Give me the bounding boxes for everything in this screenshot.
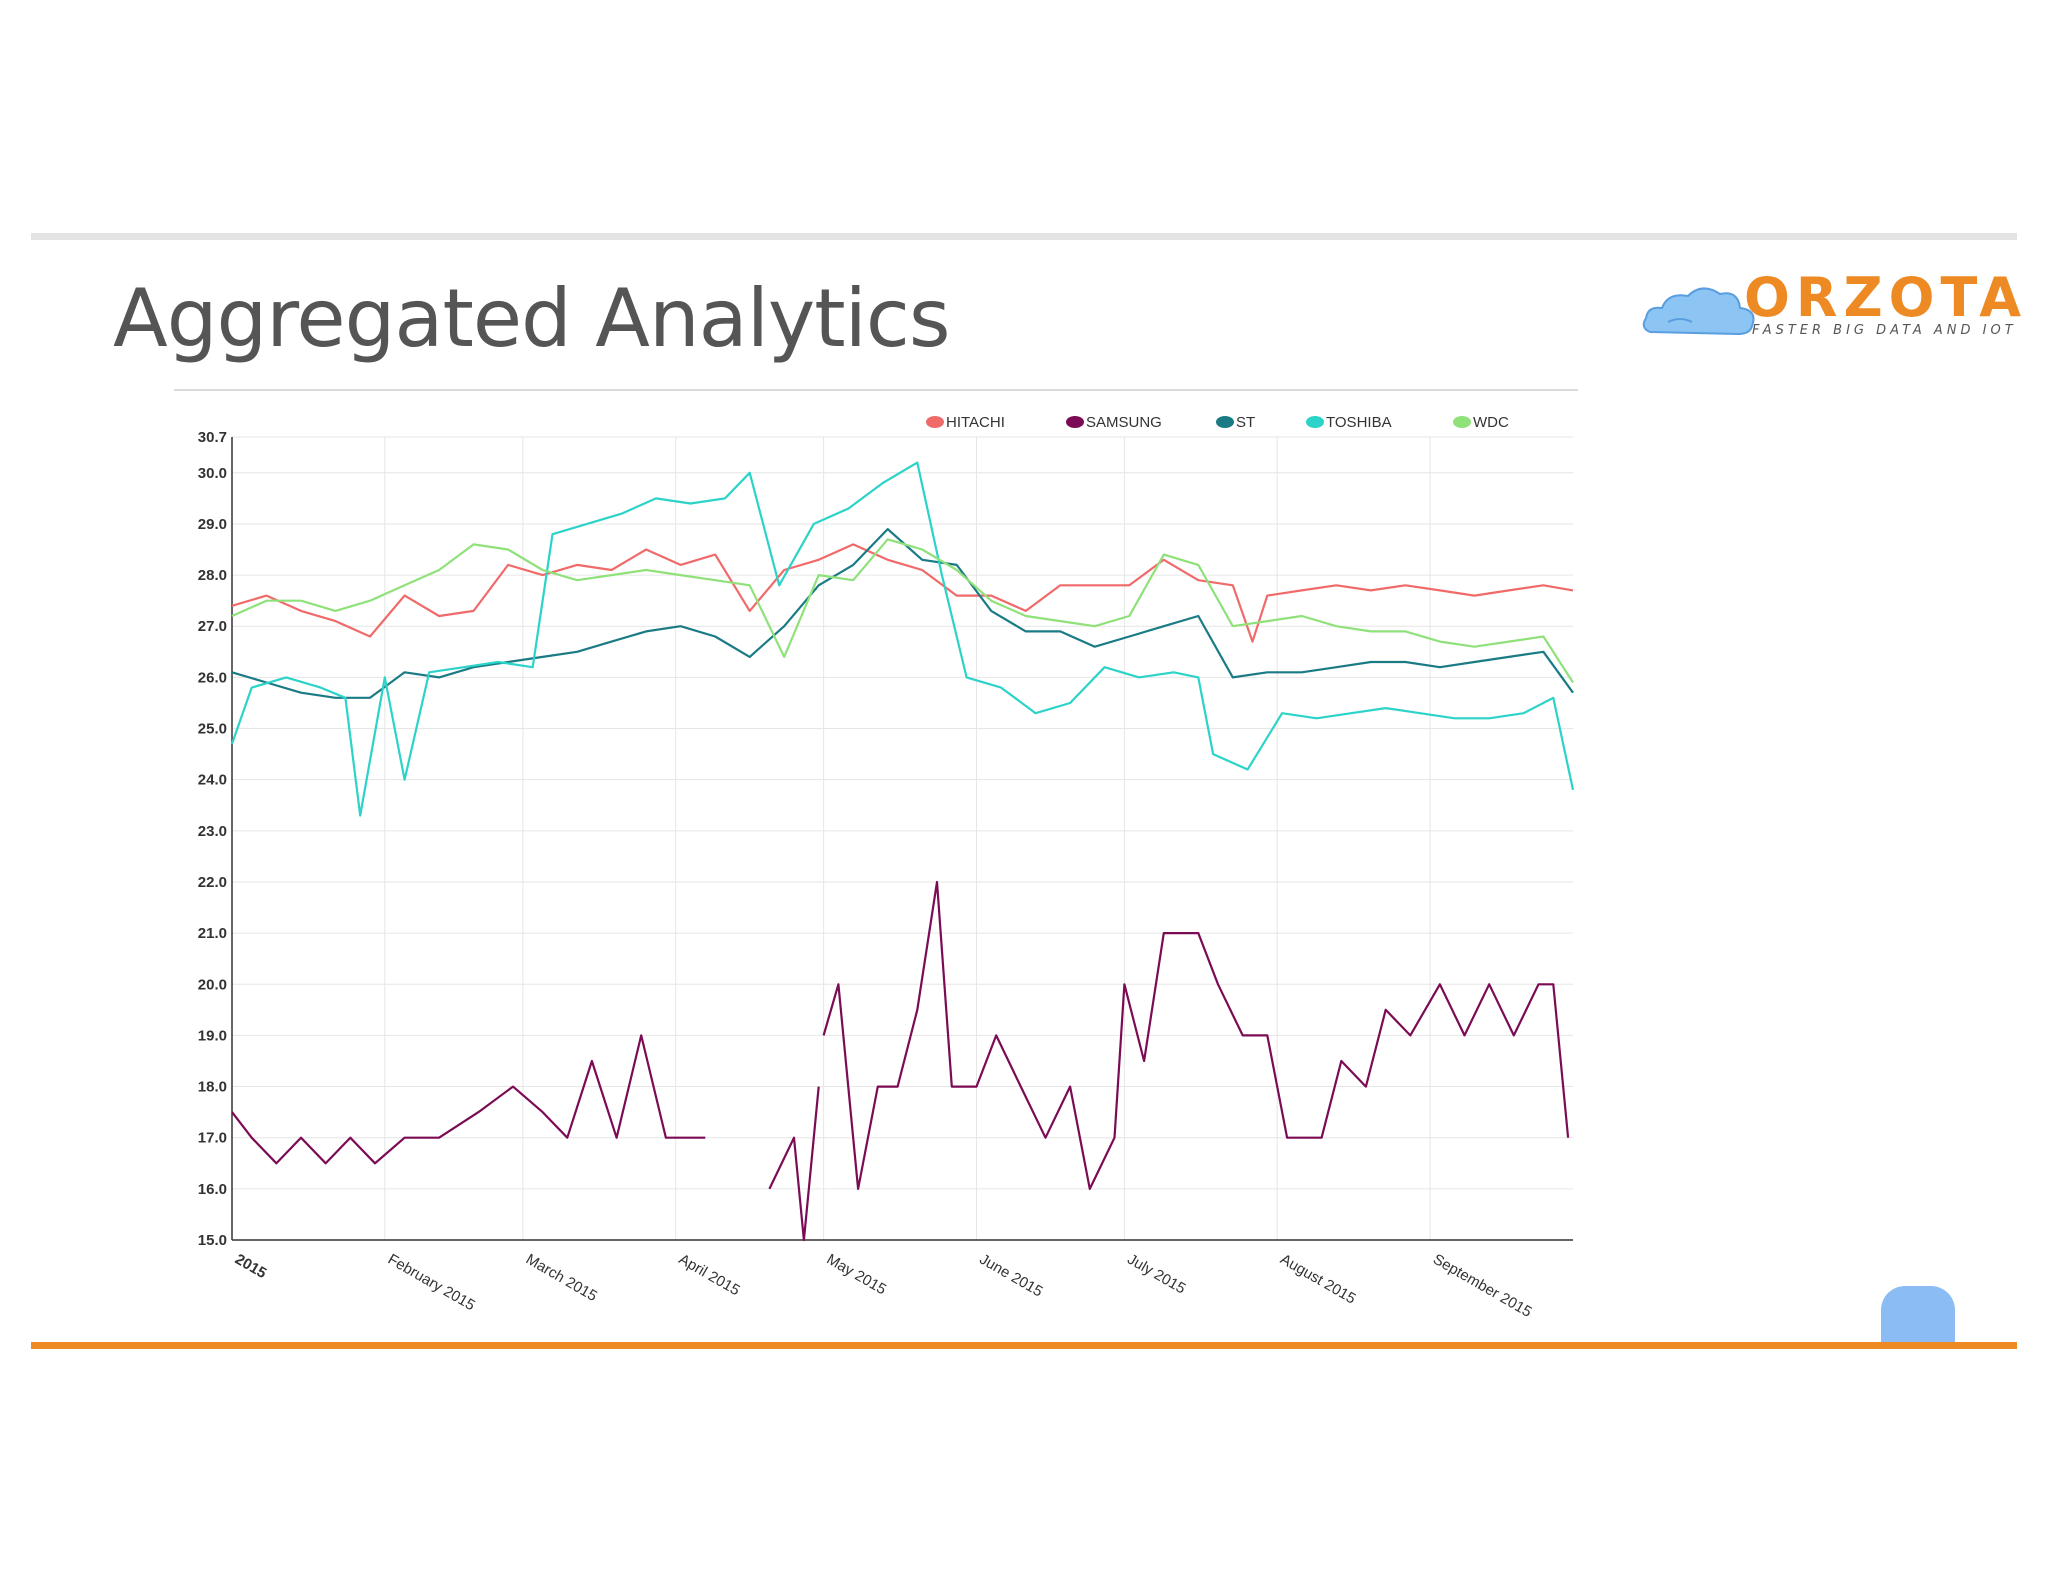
legend-label-toshiba: TOSHIBA [1326, 414, 1392, 431]
y-tick-label: 15.0 [198, 1232, 227, 1249]
y-tick-label: 24.0 [198, 772, 227, 789]
x-tick-label: May 2015 [824, 1251, 890, 1299]
y-tick-label: 27.0 [198, 618, 227, 635]
slide-title: Aggregated Analytics [113, 272, 951, 365]
x-axis: 2015 February 2015 March 2015 April 2015 May… [232, 1239, 1573, 1321]
y-tick-label: 28.0 [198, 567, 227, 584]
y-tick-label: 29.0 [198, 516, 227, 533]
legend-label-hitachi: HITACHI [946, 414, 1005, 431]
legend: HITACHI SAMSUNG ST TOSHIBA WDC [926, 414, 1509, 431]
logo-wordmark: ORZOTA [1744, 266, 2027, 329]
legend-swatch-toshiba [1306, 416, 1324, 428]
y-tick-label: 17.0 [198, 1130, 227, 1147]
y-tick-label: 21.0 [198, 925, 227, 942]
bottom-rule [31, 1342, 2017, 1349]
x-tick-label: April 2015 [676, 1251, 743, 1299]
x-tick-label: September 2015 [1430, 1251, 1535, 1321]
legend-label-st: ST [1236, 414, 1255, 431]
x-tick-label: June 2015 [976, 1251, 1045, 1301]
x-tick-label: July 2015 [1124, 1251, 1188, 1298]
y-tick-label: 23.0 [198, 823, 227, 840]
logo-tagline: FASTER BIG DATA AND IOT [1752, 323, 2017, 338]
series-lines [230, 461, 1575, 1242]
y-tick-label: 22.0 [198, 874, 227, 891]
x-tick-label: February 2015 [385, 1251, 478, 1315]
corner-tab [1881, 1286, 1955, 1344]
series-line-samsung [768, 1086, 820, 1242]
y-tick-label: 19.0 [198, 1027, 227, 1044]
series-line-toshiba [230, 461, 1575, 817]
series-line-samsung [822, 880, 1570, 1191]
legend-swatch-hitachi [926, 416, 944, 428]
y-tick-label: 20.0 [198, 976, 227, 993]
cloud-logo-icon [1642, 287, 1755, 336]
legend-swatch-wdc [1453, 416, 1471, 428]
series-line-samsung [231, 1034, 706, 1165]
y-tick-label: 25.0 [198, 721, 227, 738]
line-chart: 15.0 16.0 17.0 18.0 19.0 20.0 21.0 22.0 23.0 24.0… [198, 414, 1575, 1321]
series-line-wdc [231, 538, 1574, 684]
x-tick-label: March 2015 [523, 1251, 600, 1305]
top-rule [31, 233, 2017, 240]
legend-label-wdc: WDC [1473, 414, 1509, 431]
y-tick-label: 30.7 [198, 429, 227, 446]
y-tick-label: 30.0 [198, 465, 227, 482]
orzota-logo: ORZOTA FASTER BIG DATA AND IOT [1640, 268, 2021, 348]
x-tick-label: August 2015 [1277, 1251, 1358, 1308]
chart-grid [231, 436, 1573, 1241]
y-tick-label: 26.0 [198, 669, 227, 686]
y-axis: 15.0 16.0 17.0 18.0 19.0 20.0 21.0 22.0 23.0 24.0… [198, 429, 233, 1249]
series-line-hitachi [231, 543, 1574, 643]
title-underline [174, 389, 1578, 391]
legend-label-samsung: SAMSUNG [1086, 414, 1162, 431]
y-tick-label: 18.0 [198, 1079, 227, 1096]
x-tick-label: 2015 [232, 1251, 269, 1282]
legend-swatch-st [1216, 416, 1234, 428]
legend-swatch-samsung [1066, 416, 1084, 428]
y-tick-label: 16.0 [198, 1181, 227, 1198]
